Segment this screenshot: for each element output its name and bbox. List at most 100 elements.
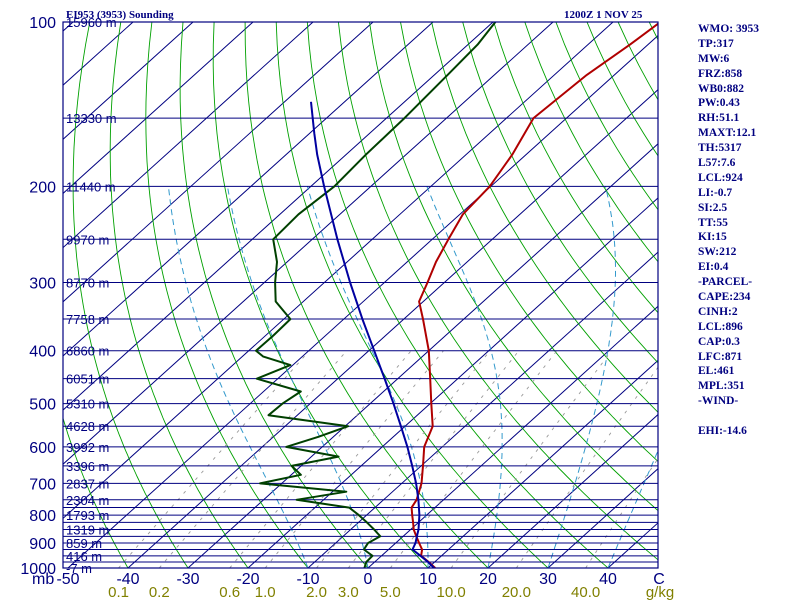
height-label: 8770 m [66,276,109,291]
isotherm-line [247,197,658,568]
moist-adiabat [227,186,369,568]
height-label: 2304 m [66,493,109,508]
height-label: 1793 m [66,508,109,523]
height-label: 3396 m [66,459,109,474]
pressure-label: 800 [29,508,56,525]
height-label: 4628 m [66,419,109,434]
isotherm-line [63,22,194,140]
index-line: WMO: 3953 [698,23,760,35]
index-line: CAPE:234 [698,291,751,304]
height-label: 2837 m [66,476,109,491]
x-axis-unit-label: C [653,571,665,588]
index-line: LFC:871 [698,350,743,363]
index-line: SI:2.5 [698,201,728,214]
pressure-label: 900 [29,536,56,553]
dry-adiabat [306,22,609,568]
index-line: FRZ:858 [698,67,743,80]
index-line: TT:55 [698,216,728,229]
temperature-label: -40 [116,571,139,588]
mixing-ratio-label: 5.0 [380,584,401,600]
pressure-label: 500 [29,397,56,414]
mixing-ratio-label: 10.0 [437,584,466,600]
index-line: L57:7.6 [698,157,736,170]
temperature-label: 10 [419,571,437,588]
index-line: -WIND- [698,395,739,408]
index-line: RH:51.1 [698,112,740,125]
mixing-ratio-label: 0.1 [108,584,129,600]
height-label: 1319 m [66,522,109,537]
isotherm-line [63,22,434,357]
isotherm-line [487,413,658,568]
mixing-ratio-label: 20.0 [502,584,531,600]
height-label: 15960 m [66,15,117,30]
x-corner-label: mb [32,571,54,588]
isotherm-line [63,22,614,520]
pressure-label: 700 [29,476,56,493]
index-line: SW:212 [698,246,737,259]
pressure-label: 1000 [20,561,56,578]
index-line: LI:-0.7 [698,186,733,199]
moist-adiabat [547,186,616,568]
index-line: TP:317 [698,37,734,50]
mixing-ratio-label: 40.0 [571,584,600,600]
pressure-label: 400 [29,344,56,361]
temperature-label: -20 [236,571,259,588]
temperature-label: 40 [599,571,617,588]
mixing-ratio-label: 0.6 [219,584,240,600]
dewpoint-line [255,22,497,568]
mixing-ratio-label: 0.2 [149,584,170,600]
isotherm-line [0,22,13,568]
isotherm-line [63,22,494,411]
pressure-label: 100 [29,15,56,32]
height-label: 5310 m [66,397,109,412]
isotherm-line [63,22,374,303]
sounding-series [255,22,658,568]
mixing-ratio-label: 3.0 [338,584,359,600]
index-line: CINH:2 [698,305,738,318]
mixing-ratio-line [158,350,348,568]
index-line: MAXT:12.1 [698,127,757,140]
temperature-label: -50 [56,571,79,588]
height-label: 416 m [66,549,102,564]
dry-adiabat [212,22,429,568]
temperature-label: -10 [296,571,319,588]
mixing-ratio-unit-label: g/kg [646,584,674,600]
isobar-grid [63,21,658,569]
index-line [698,409,798,424]
index-line: TH:5317 [698,142,742,155]
isotherm-line [67,34,658,568]
isotherm-line [547,468,658,568]
isotherm-line [63,22,254,195]
temperature-line [410,22,658,568]
height-label: 3992 m [66,440,109,455]
index-line: LCL:896 [698,320,743,333]
index-line: KI:15 [698,231,727,244]
index-line: EI:0.4 [698,261,729,274]
height-label: 11440 m [66,179,116,194]
dry-adiabat [275,22,549,568]
temperature-label: 30 [539,571,557,588]
isotherm-line [127,89,658,568]
sounding-title: EI953 (3953) Sounding [66,9,174,21]
index-line: LCL:924 [698,171,743,184]
height-label: 13330 m [66,111,117,126]
isotherm-line [63,22,554,465]
mixing-ratio-line [347,350,520,568]
chart-grid [0,22,658,568]
index-line: PW:0.43 [698,97,740,110]
isotherm-line [63,22,314,249]
index-line: EL:461 [698,365,735,378]
plot-frame [62,21,659,569]
indices-panel: WMO: 3953 TP:317 MW:6 FRZ:858 WB0:882 PW:0.43… [698,22,798,439]
mixing-ratio-label: 2.0 [306,584,327,600]
height-label: 7758 m [66,312,109,327]
height-label: 859 m [66,536,102,551]
sounding-time: 1200Z 1 NOV 25 [564,9,643,21]
pressure-label: 600 [29,440,56,457]
pressure-label: 300 [29,276,56,293]
index-line: MW:6 [698,52,730,65]
temperature-label: -30 [176,571,199,588]
dry-adiabat [179,22,369,568]
